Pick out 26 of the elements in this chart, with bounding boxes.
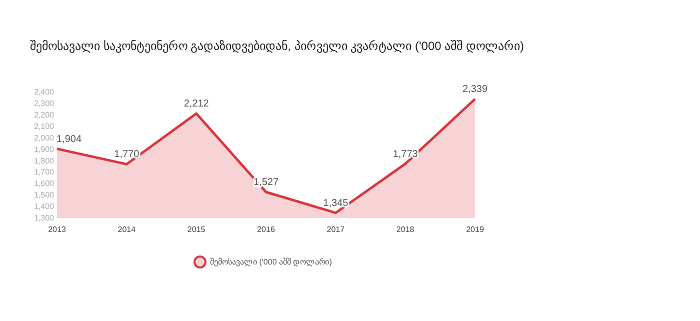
y-tick-label: 2,400	[34, 88, 55, 97]
chart-title: შემოსავალი საკონტეინერო გადაზიდვებიდან, პირველი კვარტალი ('000 აშშ დოლარი)	[30, 39, 524, 53]
y-tick-label: 1,800	[34, 156, 55, 166]
x-tick-label: 2013	[48, 225, 66, 234]
y-tick-label: 2,000	[34, 133, 55, 142]
y-tick-label: 1,600	[34, 179, 55, 188]
x-tick-label: 2014	[118, 225, 136, 234]
x-tick-label: 2019	[466, 225, 484, 234]
y-tick-label: 1,500	[34, 190, 55, 200]
x-tick-label: 2018	[396, 225, 415, 234]
x-tick-label: 2016	[257, 225, 276, 234]
legend-label: შემოსავალი ('000 აშშ დოლარი)	[210, 258, 332, 267]
text: 1,904	[56, 134, 82, 145]
y-tick-label: 1,900	[34, 144, 55, 154]
y-tick-label: 1,700	[34, 168, 55, 177]
text: 1,770	[114, 149, 140, 160]
text: 2,339	[462, 84, 488, 95]
y-tick-label: 1,400	[34, 202, 55, 212]
x-tick-label: 2015	[187, 225, 206, 234]
y-tick-label: 1,300	[34, 214, 55, 223]
text: 2,212	[184, 98, 209, 110]
y-tick-label: 2,300	[34, 99, 55, 108]
y-tick-label: 2,100	[34, 122, 55, 131]
y-tick-label: 2,200	[34, 110, 55, 120]
x-tick-label: 2017	[326, 225, 346, 234]
text: 1,345	[323, 198, 348, 209]
